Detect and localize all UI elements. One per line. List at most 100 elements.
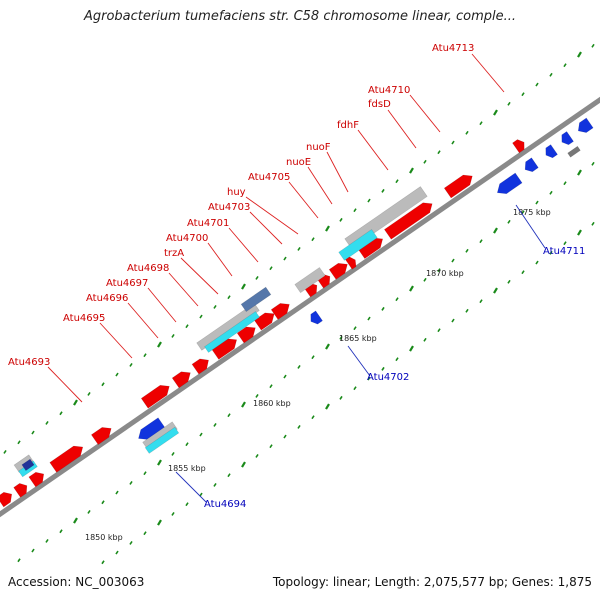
forward-gene-arrow[interactable] — [328, 259, 351, 280]
tick-mark — [325, 343, 330, 350]
tick-mark — [549, 72, 553, 77]
tick-mark — [465, 308, 469, 313]
steelblue-feature-bar[interactable] — [240, 286, 272, 313]
reverse-gene-arrow[interactable] — [575, 117, 594, 136]
gene-label-nuof[interactable]: nuoF — [306, 142, 331, 153]
forward-gene-arrow[interactable] — [443, 171, 476, 199]
gene-label-huy[interactable]: huy — [227, 187, 246, 198]
gene-label-atu4702[interactable]: Atu4702 — [367, 372, 409, 383]
tick-mark — [31, 548, 35, 553]
reverse-gene-arrow[interactable] — [522, 157, 539, 175]
forward-gene-arrow[interactable] — [270, 299, 293, 320]
forward-gene-arrow[interactable] — [191, 355, 212, 375]
tick-mark — [395, 297, 399, 302]
tick-mark — [353, 208, 357, 213]
cyan-feature-bar[interactable] — [204, 311, 260, 353]
tick-mark — [381, 366, 385, 371]
blue-feature-bar[interactable] — [21, 458, 35, 471]
gene-label-atu4705[interactable]: Atu4705 — [248, 172, 290, 183]
tick-mark — [353, 326, 357, 331]
gene-label-atu4700[interactable]: Atu4700 — [166, 233, 208, 244]
gray-feature-bar[interactable] — [567, 145, 581, 158]
gene-label-atu4711[interactable]: Atu4711 — [543, 246, 585, 257]
tick-mark — [115, 490, 119, 495]
tick-mark — [171, 511, 175, 516]
label-leader-line — [175, 471, 207, 503]
cyan-feature-bar[interactable] — [144, 426, 180, 454]
gene-label-atu4703[interactable]: Atu4703 — [208, 202, 250, 213]
tick-mark — [493, 109, 498, 116]
tick-mark — [31, 430, 35, 435]
gene-label-atu4713[interactable]: Atu4713 — [432, 43, 474, 54]
gray-feature-bar[interactable] — [294, 267, 326, 294]
tick-mark — [143, 471, 147, 476]
cyan-feature-bar[interactable] — [338, 229, 378, 261]
forward-gene-arrow[interactable] — [171, 368, 194, 389]
tick-mark — [73, 399, 78, 406]
forward-gene-arrow[interactable] — [28, 469, 47, 488]
tick-mark — [185, 324, 189, 329]
forward-gene-arrow[interactable] — [236, 323, 259, 344]
tick-mark — [157, 459, 162, 466]
label-leader-line — [99, 322, 133, 359]
tick-mark — [241, 401, 246, 408]
scale-label-1860: 1860 kbp — [253, 399, 291, 408]
tick-mark — [563, 241, 567, 246]
tick-mark — [283, 434, 287, 439]
gene-features[interactable] — [0, 117, 594, 508]
tick-mark — [577, 51, 582, 58]
tick-mark — [339, 335, 343, 340]
gene-label-fdhf[interactable]: fdhF — [337, 120, 359, 131]
reverse-gene-arrow[interactable] — [558, 131, 574, 148]
gene-label-atu4710[interactable]: Atu4710 — [368, 85, 410, 96]
tick-mark — [311, 237, 315, 242]
tick-mark — [3, 449, 7, 454]
tick-mark — [255, 393, 259, 398]
tick-mark — [479, 299, 483, 304]
tick-mark — [213, 422, 217, 427]
tick-mark — [129, 362, 133, 367]
tick-mark — [521, 92, 525, 97]
reverse-gene-arrow[interactable] — [307, 310, 323, 327]
gene-label-fdsd[interactable]: fdsD — [368, 99, 391, 110]
forward-gene-arrow[interactable] — [90, 423, 114, 446]
tick-mark — [17, 558, 21, 563]
gene-label-atu4693[interactable]: Atu4693 — [8, 357, 50, 368]
tick-mark — [325, 403, 330, 410]
forward-gene-arrow[interactable] — [0, 489, 15, 508]
forward-gene-arrow[interactable] — [383, 199, 435, 240]
forward-gene-arrow[interactable] — [13, 481, 31, 498]
tick-mark — [535, 260, 539, 265]
gene-label-atu4701[interactable]: Atu4701 — [187, 218, 229, 229]
gene-label-atu4697[interactable]: Atu4697 — [106, 278, 148, 289]
tick-mark — [591, 161, 595, 166]
tick-mark — [269, 384, 273, 389]
label-leader-line — [127, 302, 159, 339]
reverse-gene-arrow[interactable] — [542, 144, 558, 161]
tick-mark — [325, 225, 330, 232]
label-leader-line — [47, 366, 83, 403]
label-leader-line — [207, 242, 233, 277]
tick-mark — [353, 386, 357, 391]
gene-label-atu4694[interactable]: Atu4694 — [204, 499, 246, 510]
gray-feature-bar[interactable] — [196, 302, 260, 351]
tick-mark — [437, 268, 441, 273]
gene-label-nuoe[interactable]: nuoE — [286, 157, 311, 168]
gene-label-atu4698[interactable]: Atu4698 — [127, 263, 169, 274]
tick-mark — [213, 304, 217, 309]
gene-label-atu4696[interactable]: Atu4696 — [86, 293, 128, 304]
tick-mark — [45, 538, 49, 543]
tick-mark — [269, 444, 273, 449]
forward-gene-arrow[interactable] — [512, 137, 527, 154]
forward-gene-arrow[interactable] — [49, 442, 86, 473]
tick-mark — [101, 382, 105, 387]
reverse-gene-arrow[interactable] — [135, 417, 166, 444]
label-leader-line — [288, 181, 319, 219]
reverse-gene-arrow[interactable] — [494, 172, 523, 198]
label-leader-line — [307, 166, 333, 205]
forward-gene-arrow[interactable] — [140, 381, 173, 409]
gene-label-atu4695[interactable]: Atu4695 — [63, 313, 105, 324]
reverse-gene-labels: Atu4694 Atu4702 Atu4711 — [204, 246, 585, 510]
gene-label-trza[interactable]: trzA — [164, 248, 184, 259]
